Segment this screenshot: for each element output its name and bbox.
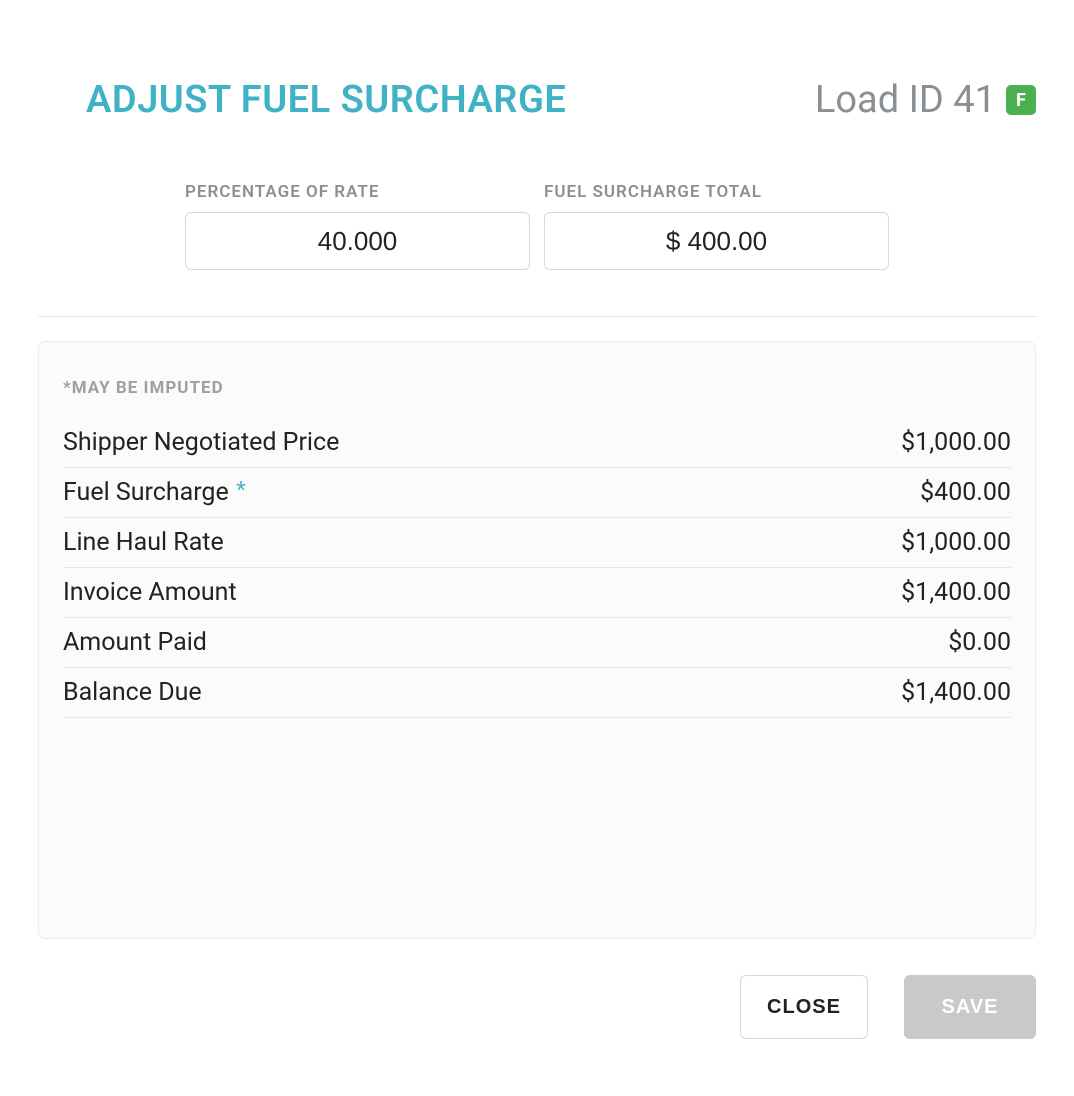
- load-id: Load ID 41: [815, 78, 996, 122]
- line-item-row: Balance Due $1,400.00: [63, 668, 1011, 718]
- line-item-label: Fuel Surcharge *: [63, 478, 246, 507]
- line-item-label: Shipper Negotiated Price: [63, 428, 339, 457]
- line-item-label: Balance Due: [63, 678, 202, 707]
- line-items-list: Shipper Negotiated Price $1,000.00 Fuel …: [63, 418, 1011, 718]
- line-item-value: $400.00: [920, 478, 1011, 507]
- close-button[interactable]: CLOSE: [740, 975, 868, 1039]
- total-input-group: FUEL SURCHARGE TOTAL: [544, 182, 889, 270]
- dialog-header: ADJUST FUEL SURCHARGE Load ID 41 F: [38, 78, 1036, 122]
- percentage-label: PERCENTAGE OF RATE: [185, 182, 530, 202]
- line-item-label: Invoice Amount: [63, 578, 237, 607]
- divider: [38, 316, 1036, 317]
- line-item-value: $1,400.00: [901, 578, 1011, 607]
- line-item-value: $0.00: [948, 628, 1011, 657]
- imputed-asterisk-icon: *: [231, 478, 246, 503]
- line-item-row: Invoice Amount $1,400.00: [63, 568, 1011, 618]
- total-label: FUEL SURCHARGE TOTAL: [544, 182, 889, 202]
- line-item-row: Amount Paid $0.00: [63, 618, 1011, 668]
- load-id-wrap: Load ID 41 F: [815, 78, 1036, 122]
- percentage-input[interactable]: [185, 212, 530, 270]
- total-input[interactable]: [544, 212, 889, 270]
- panel-note: *MAY BE IMPUTED: [63, 378, 1011, 398]
- line-item-row: Line Haul Rate $1,000.00: [63, 518, 1011, 568]
- dialog-title: ADJUST FUEL SURCHARGE: [86, 78, 566, 122]
- line-item-row: Fuel Surcharge * $400.00: [63, 468, 1011, 518]
- line-item-value: $1,000.00: [901, 528, 1011, 557]
- line-item-row: Shipper Negotiated Price $1,000.00: [63, 418, 1011, 468]
- line-item-label: Amount Paid: [63, 628, 207, 657]
- line-item-label: Line Haul Rate: [63, 528, 224, 557]
- percentage-input-group: PERCENTAGE OF RATE: [185, 182, 530, 270]
- line-item-value: $1,400.00: [901, 678, 1011, 707]
- summary-panel: *MAY BE IMPUTED Shipper Negotiated Price…: [38, 341, 1036, 939]
- line-item-value: $1,000.00: [901, 428, 1011, 457]
- dialog-footer: CLOSE SAVE: [38, 975, 1036, 1039]
- status-badge: F: [1006, 85, 1036, 115]
- dialog-container: ADJUST FUEL SURCHARGE Load ID 41 F PERCE…: [0, 0, 1074, 1039]
- save-button[interactable]: SAVE: [904, 975, 1036, 1039]
- inputs-row: PERCENTAGE OF RATE FUEL SURCHARGE TOTAL: [38, 182, 1036, 270]
